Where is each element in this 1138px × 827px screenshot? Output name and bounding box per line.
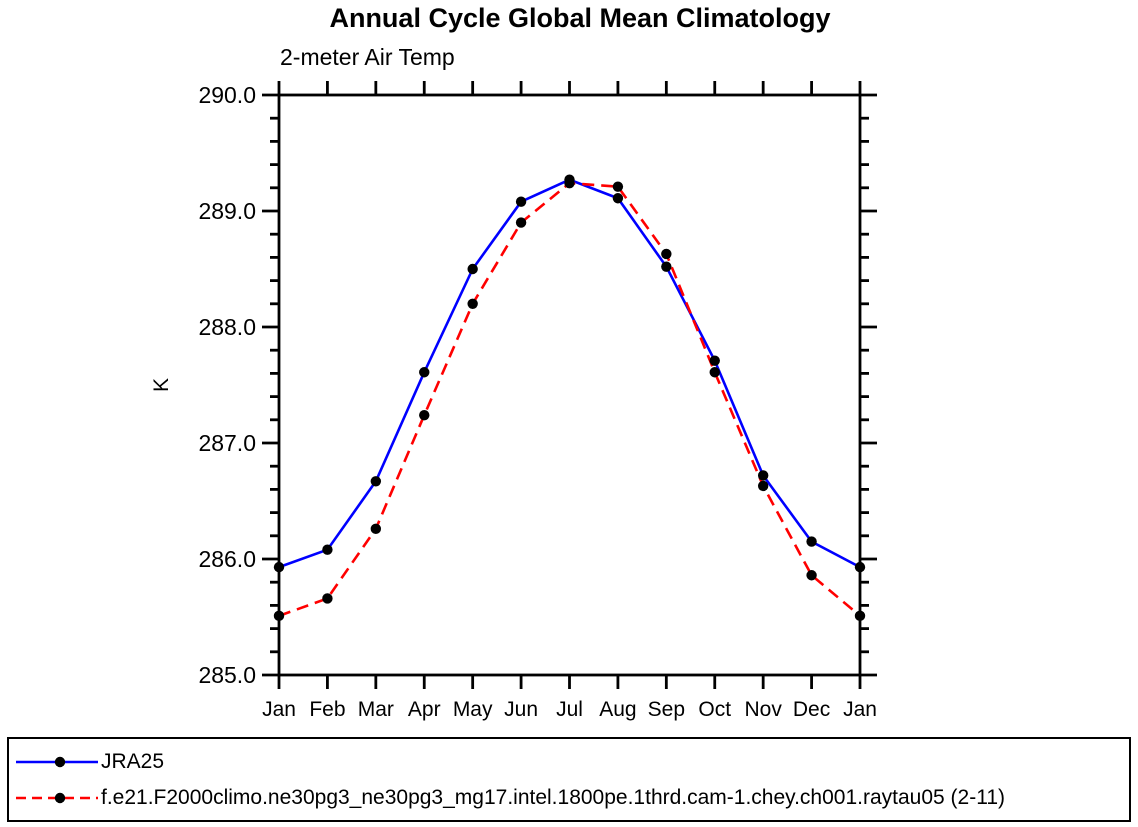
legend-line-sample-model	[16, 792, 98, 803]
data-point-marker-1	[273, 610, 285, 622]
legend-label-model: f.e21.F2000climo.ne30pg3_ne30pg3_mg17.in…	[101, 785, 1006, 809]
chart-title: Annual Cycle Global Mean Climatology	[329, 3, 831, 33]
legend-line-sample-jra25	[16, 756, 98, 767]
legend-label-jra25: JRA25	[101, 749, 165, 773]
x-tick-label: Jan	[843, 698, 877, 721]
data-point-marker-0	[273, 561, 285, 573]
y-tick-label: 286.0	[198, 546, 256, 572]
plot-area: 285.0 286.0 287.0 288.0 289.0 290.0 Jan Feb Mar A…	[150, 81, 877, 721]
data-point-marker-1	[322, 593, 333, 604]
data-point-marker-1	[661, 248, 672, 260]
data-point-marker-0	[757, 470, 769, 481]
y-tick-label: 289.0	[198, 198, 256, 224]
data-point-marker-0	[661, 261, 672, 272]
x-tick-label: Apr	[408, 698, 441, 721]
data-point-marker-0	[709, 355, 720, 366]
data-point-marker-1	[515, 217, 527, 228]
legend-sample-marker-0	[54, 756, 66, 767]
data-point-marker-1	[564, 177, 575, 189]
data-point-marker-1	[370, 523, 382, 535]
x-tick-label: Mar	[358, 698, 394, 721]
x-tick-label: Sep	[648, 698, 685, 721]
data-point-marker-0	[322, 544, 333, 555]
legend-row-model: f.e21.F2000climo.ne30pg3_ne30pg3_mg17.in…	[16, 782, 1129, 814]
data-point-marker-0	[370, 476, 382, 487]
chart-subtitle: 2-meter Air Temp	[280, 44, 455, 70]
data-point-marker-0	[467, 263, 478, 275]
y-tick-label: 287.0	[198, 430, 256, 456]
data-point-marker-1	[709, 367, 720, 378]
x-tick-label: Dec	[793, 698, 830, 721]
data-point-marker-0	[419, 367, 430, 378]
x-tick-label: Nov	[744, 698, 782, 721]
x-tick-label: Aug	[599, 698, 636, 721]
legend-sample-marker-1	[54, 792, 66, 803]
data-point-marker-0	[515, 196, 527, 207]
x-tick-label: Jun	[504, 698, 538, 721]
data-point-marker-1	[419, 409, 430, 421]
data-point-marker-1	[806, 570, 817, 581]
data-point-marker-1	[612, 181, 624, 192]
data-point-marker-0	[612, 193, 624, 204]
data-point-marker-0	[854, 561, 866, 573]
x-tick-label: Jan	[262, 698, 296, 721]
y-tick-label: 290.0	[198, 82, 256, 108]
legend: JRA25 f.e21.F2000climo.ne30pg3_ne30pg3_m…	[7, 737, 1131, 822]
series-line-0	[278, 178, 861, 569]
legend-row-jra25: JRA25	[16, 746, 1129, 778]
series-line-1	[278, 181, 861, 618]
data-point-marker-1	[854, 610, 866, 622]
data-point-marker-0	[806, 536, 817, 547]
y-tick-label: 285.0	[198, 662, 256, 688]
data-point-marker-1	[757, 480, 769, 492]
y-tick-label: 288.0	[198, 314, 256, 340]
x-tick-label: Feb	[309, 698, 345, 721]
data-point-marker-1	[467, 298, 478, 309]
x-tick-label: Jul	[556, 698, 583, 721]
y-axis-label: K	[150, 378, 173, 392]
x-tick-label: Oct	[698, 698, 731, 721]
x-tick-label: May	[453, 698, 493, 721]
